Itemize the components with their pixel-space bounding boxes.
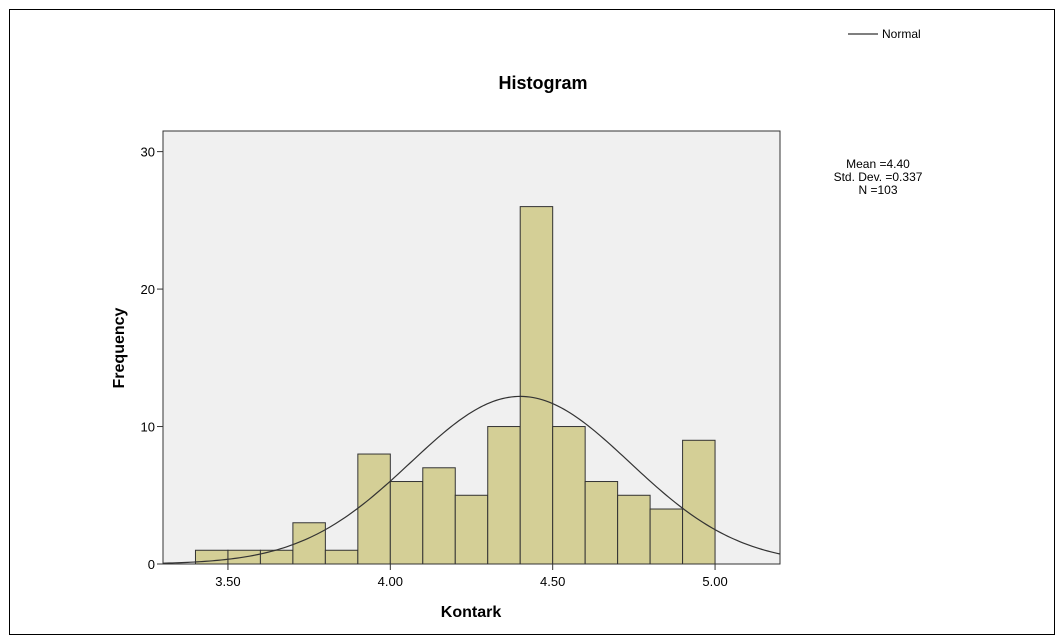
histogram-bar-15 — [682, 439, 716, 565]
stats-n: N =103 — [858, 183, 897, 197]
x-tick-label-0: 3.50 — [215, 574, 240, 589]
stats-mean: Mean =4.40 — [846, 157, 910, 171]
stats-std-dev: Std. Dev. =0.337 — [834, 170, 923, 184]
histogram-bar-11 — [552, 426, 586, 565]
y-axis: 0 10 20 30 — [141, 145, 163, 572]
x-axis: 3.50 4.00 4.50 5.00 — [215, 564, 728, 589]
normal-curve-group — [162, 395, 781, 564]
y-axis-label: Frequency — [111, 307, 128, 388]
legend-label-normal: Normal — [882, 27, 921, 41]
histogram-bar-3 — [292, 522, 326, 565]
y-tick-label-1: 10 — [141, 420, 155, 435]
histogram-bar-14 — [649, 508, 684, 565]
y-tick-label-2: 20 — [141, 282, 155, 297]
histogram-bar-10 — [519, 206, 554, 565]
histogram-bar-13 — [617, 494, 651, 565]
histogram-bar-8 — [454, 494, 489, 565]
histogram-bar-5 — [357, 453, 391, 565]
x-tick-label-1: 4.00 — [378, 574, 403, 589]
plot-area — [162, 130, 781, 565]
x-axis-label: Kontark — [441, 604, 502, 621]
x-tick-label-3: 5.00 — [702, 574, 727, 589]
normal-curve — [162, 395, 781, 564]
histogram-bar-4 — [324, 549, 359, 565]
x-tick-label-2: 4.50 — [540, 574, 565, 589]
histogram-bar-12 — [584, 481, 619, 565]
y-tick-label-0: 0 — [148, 557, 155, 572]
histogram-bar-9 — [487, 426, 521, 565]
y-tick-label-3: 30 — [141, 145, 155, 160]
histogram-bar-7 — [422, 467, 456, 565]
chart-title: Histogram — [498, 73, 587, 93]
histogram-bar-6 — [389, 481, 424, 565]
